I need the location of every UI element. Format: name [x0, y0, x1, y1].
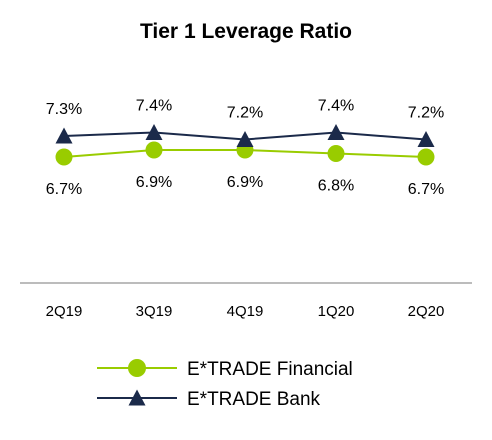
data-label-0-3: 6.8% — [318, 178, 354, 195]
data-label-1-0: 7.3% — [46, 101, 82, 118]
data-label-1-3: 7.4% — [318, 98, 354, 115]
legend-marker-1 — [128, 389, 146, 406]
series-1-point-1 — [145, 124, 163, 140]
x-tick-label-4: 2Q20 — [408, 303, 445, 320]
data-label-0-0: 6.7% — [46, 181, 82, 198]
chart-title: Tier 1 Leverage Ratio — [140, 20, 352, 43]
series-0: 6.7% 6.9% 6.9% 6.8% 6.7% — [46, 141, 444, 198]
legend-label-1: E*TRADE Bank — [187, 389, 321, 410]
x-tick-label-1: 3Q19 — [136, 303, 173, 320]
data-label-0-2: 6.9% — [227, 174, 263, 191]
plot-area: 6.7% 6.9% 6.9% 6.8% 6.7% 7.3% 7.4% 7.2% 7.4% 7.2% — [46, 98, 444, 199]
series-0-point-4 — [417, 148, 435, 166]
x-tick-label-0: 2Q19 — [46, 303, 83, 320]
legend-item-1: E*TRADE Bank — [97, 389, 321, 410]
series-0-point-3 — [327, 145, 345, 162]
data-label-1-1: 7.4% — [136, 98, 172, 115]
x-tick-label-3: 1Q20 — [318, 303, 355, 320]
legend-label-0: E*TRADE Financial — [187, 359, 353, 380]
legend: E*TRADE Financial E*TRADE Bank — [97, 359, 353, 410]
x-axis-ticks: 2Q19 3Q19 4Q19 1Q20 2Q20 — [46, 303, 445, 320]
series-1: 7.3% 7.4% 7.2% 7.4% 7.2% — [46, 98, 444, 147]
data-label-0-1: 6.9% — [136, 174, 172, 191]
series-1-point-0 — [55, 127, 73, 144]
series-0-point-0 — [55, 148, 73, 166]
data-label-1-2: 7.2% — [227, 105, 263, 122]
legend-marker-0 — [128, 359, 146, 377]
series-1-point-2 — [236, 131, 254, 147]
legend-item-0: E*TRADE Financial — [97, 359, 353, 380]
series-1-point-3 — [327, 124, 345, 140]
data-label-1-4: 7.2% — [408, 105, 444, 122]
x-tick-label-2: 4Q19 — [227, 303, 264, 320]
series-1-point-4 — [417, 131, 435, 147]
data-label-0-4: 6.7% — [408, 181, 444, 198]
series-0-point-1 — [145, 141, 163, 159]
